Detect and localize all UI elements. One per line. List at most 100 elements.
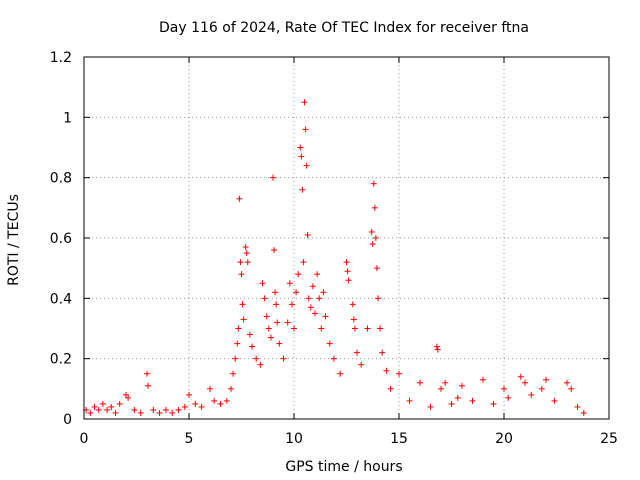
data-point — [344, 268, 351, 275]
data-point — [198, 403, 205, 410]
data-point — [387, 385, 394, 392]
data-point — [271, 247, 278, 254]
data-point — [574, 403, 581, 410]
x-tick-label: 25 — [600, 431, 618, 447]
data-point — [261, 295, 268, 302]
data-point — [318, 325, 325, 332]
data-point — [284, 319, 291, 326]
data-point — [351, 325, 358, 332]
data-point — [288, 301, 295, 308]
data-point — [211, 397, 218, 404]
data-points — [83, 99, 587, 416]
data-point — [280, 355, 287, 362]
data-point — [316, 295, 323, 302]
data-point — [223, 397, 230, 404]
data-point — [263, 313, 270, 320]
data-point — [192, 400, 199, 407]
data-point — [396, 370, 402, 377]
data-point — [303, 162, 310, 169]
data-point — [265, 325, 272, 332]
data-point — [257, 361, 264, 368]
data-point — [343, 259, 350, 266]
data-point — [369, 241, 376, 248]
data-point — [368, 228, 375, 235]
data-point — [448, 400, 455, 407]
data-point — [312, 310, 318, 317]
data-point — [267, 334, 274, 341]
data-point — [230, 370, 237, 377]
y-tick-label: 0.4 — [50, 291, 72, 307]
data-point — [417, 379, 423, 386]
x-tick-label: 0 — [80, 431, 89, 447]
data-point — [131, 406, 138, 413]
data-point — [434, 346, 441, 353]
data-point — [243, 250, 250, 257]
data-point — [242, 244, 249, 251]
data-point — [217, 400, 224, 407]
data-point — [99, 400, 106, 407]
x-tick-label: 10 — [285, 431, 303, 447]
data-point — [490, 400, 497, 407]
x-tick-label: 15 — [390, 431, 408, 447]
data-point — [469, 397, 476, 404]
data-point — [373, 265, 380, 272]
data-point — [186, 391, 192, 398]
data-point — [309, 283, 316, 290]
data-point — [175, 406, 182, 413]
data-point — [95, 406, 102, 413]
data-point — [272, 289, 279, 296]
data-point — [123, 391, 129, 398]
data-point — [108, 403, 115, 410]
data-point — [320, 289, 327, 296]
data-point — [104, 406, 111, 413]
data-point — [551, 397, 558, 404]
data-point — [236, 195, 243, 202]
data-point — [302, 126, 309, 133]
data-point — [116, 400, 123, 407]
data-point — [345, 277, 352, 284]
data-point — [240, 316, 247, 323]
data-point — [326, 340, 333, 347]
y-tick-label: 0.6 — [50, 231, 72, 247]
data-point — [207, 385, 213, 392]
data-point — [273, 301, 280, 308]
data-point — [372, 235, 379, 241]
data-point — [125, 394, 132, 401]
data-point — [564, 379, 570, 386]
data-point — [406, 397, 413, 404]
data-point — [543, 376, 549, 383]
data-point — [253, 355, 260, 362]
data-point — [383, 367, 390, 374]
data-point — [375, 295, 381, 302]
data-point — [307, 304, 314, 311]
data-point — [568, 385, 575, 392]
data-point — [301, 99, 308, 106]
data-point — [304, 231, 311, 238]
data-point — [580, 409, 587, 416]
data-point — [358, 361, 365, 368]
data-point — [156, 409, 163, 416]
data-point — [244, 259, 251, 266]
data-point — [480, 376, 486, 383]
y-axis-label: ROTI / TECUs — [6, 194, 22, 286]
data-point — [370, 180, 377, 187]
data-point — [517, 373, 524, 380]
data-point — [349, 301, 356, 308]
y-tick-label: 0.8 — [50, 171, 72, 187]
data-point — [286, 280, 293, 287]
data-point — [237, 259, 244, 266]
data-point — [501, 385, 507, 392]
data-point — [377, 325, 384, 332]
data-point — [433, 343, 440, 350]
data-point — [371, 204, 378, 211]
axis-ticks — [83, 56, 610, 420]
tick-labels: 0 5 10 15 20 25 0 0.2 0.4 0.6 0.8 1 1.2 — [50, 50, 618, 447]
data-point — [145, 382, 152, 389]
data-point — [459, 382, 465, 389]
data-point — [235, 325, 242, 332]
plot-frame — [83, 56, 610, 420]
data-point — [305, 295, 312, 302]
data-point — [239, 301, 246, 308]
data-point — [354, 349, 360, 356]
